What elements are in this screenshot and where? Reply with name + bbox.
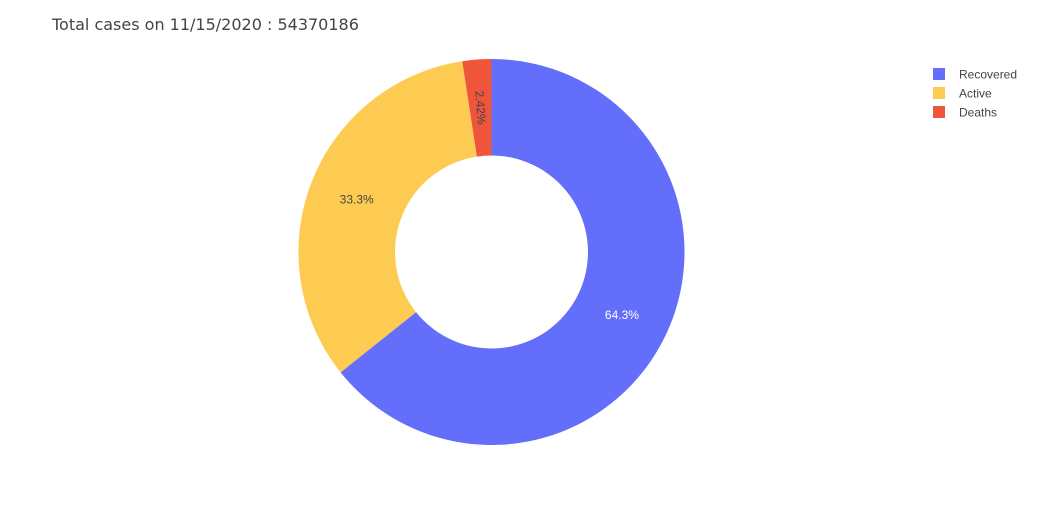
- slice-label-deaths: 2.42%: [472, 90, 489, 125]
- slice-active[interactable]: [298, 61, 477, 373]
- chart-title: Total cases on 11/15/2020 : 54370186: [51, 15, 359, 34]
- legend-swatch: [933, 106, 945, 118]
- donut-slices: [298, 59, 685, 445]
- slice-label-active: 33.3%: [340, 192, 374, 206]
- legend-label: Recovered: [959, 68, 1017, 82]
- slice-recovered[interactable]: [340, 59, 685, 445]
- legend-swatch: [933, 87, 945, 99]
- slice-labels: 64.3% 33.3% 2.42%: [340, 90, 640, 322]
- legend-item-recovered[interactable]: Recovered: [933, 68, 1017, 82]
- legend[interactable]: Recovered Active Deaths: [933, 68, 1017, 120]
- legend-item-active[interactable]: Active: [933, 87, 992, 101]
- legend-label: Deaths: [959, 106, 997, 120]
- legend-swatch: [933, 68, 945, 80]
- legend-item-deaths[interactable]: Deaths: [933, 106, 997, 120]
- legend-label: Active: [959, 87, 992, 101]
- slice-label-recovered: 64.3%: [605, 308, 639, 322]
- slice-deaths[interactable]: [462, 59, 492, 157]
